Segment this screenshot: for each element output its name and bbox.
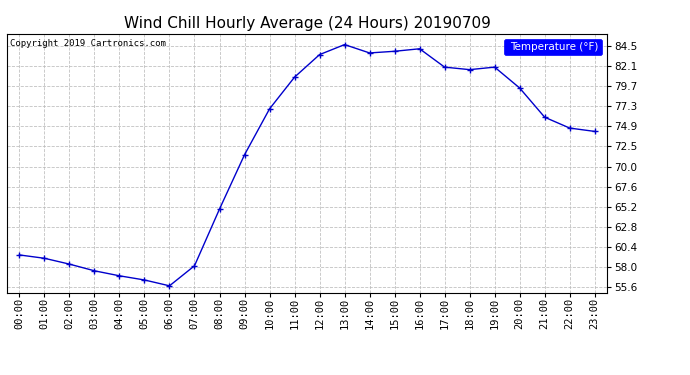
- Text: Copyright 2019 Cartronics.com: Copyright 2019 Cartronics.com: [10, 39, 166, 48]
- Title: Wind Chill Hourly Average (24 Hours) 20190709: Wind Chill Hourly Average (24 Hours) 201…: [124, 16, 491, 31]
- Legend: Temperature (°F): Temperature (°F): [504, 39, 602, 55]
